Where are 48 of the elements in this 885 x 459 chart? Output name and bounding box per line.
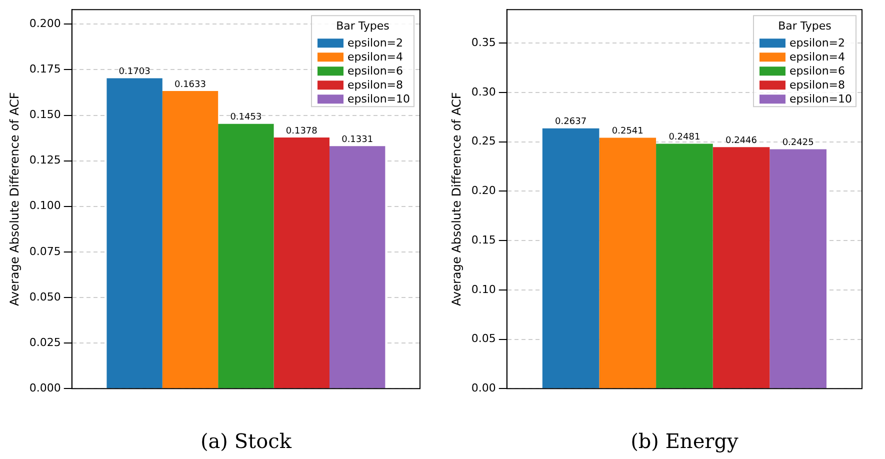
y-axis-title: Average Absolute Difference of ACF — [449, 92, 464, 306]
legend-label: epsilon=8 — [347, 78, 404, 92]
x-axis-title: (b) Energy — [630, 429, 740, 454]
y-tick-label: 0.00 — [471, 381, 496, 394]
y-tick-label: 0.150 — [29, 108, 61, 122]
data-label: 0.1633 — [174, 80, 206, 90]
legend-label: epsilon=10 — [789, 92, 852, 106]
data-label: 0.2446 — [726, 136, 758, 146]
legend-label: epsilon=6 — [789, 64, 846, 78]
data-label: 0.1378 — [286, 126, 318, 136]
data-label: 0.1703 — [118, 67, 150, 78]
legend-label: epsilon=10 — [347, 92, 410, 106]
bar — [162, 91, 218, 388]
y-axis-title: Average Absolute Difference of ACF — [7, 92, 22, 306]
data-label: 0.1453 — [230, 112, 262, 123]
y-tick-label: 0.125 — [29, 154, 61, 167]
data-label: 0.2425 — [782, 138, 814, 148]
y-tick-label: 0.05 — [471, 332, 496, 346]
y-tick-label: 0.075 — [29, 244, 61, 258]
legend-label: epsilon=4 — [789, 50, 846, 64]
legend-title: Bar Types — [336, 19, 390, 32]
legend-label: epsilon=2 — [789, 36, 846, 50]
y-tick-label: 0.100 — [29, 199, 61, 212]
legend-label: epsilon=6 — [347, 64, 404, 78]
legend-label: epsilon=4 — [347, 50, 404, 64]
y-tick-label: 0.25 — [471, 134, 496, 148]
data-label: 0.2481 — [668, 132, 700, 143]
y-tick-label: 0.30 — [471, 85, 496, 98]
data-label: 0.2541 — [612, 126, 644, 137]
legend-title: Bar Types — [778, 19, 832, 32]
y-tick-label: 0.15 — [471, 233, 496, 246]
bar — [106, 78, 162, 388]
y-tick-label: 0.000 — [29, 381, 61, 394]
x-axis-title: (a) Stock — [200, 429, 292, 454]
data-label: 0.2637 — [555, 117, 587, 128]
y-tick-label: 0.050 — [29, 290, 61, 304]
bar — [329, 146, 386, 388]
y-tick-label: 0.20 — [471, 184, 496, 198]
y-tick-label: 0.175 — [29, 62, 61, 76]
y-tick-label: 0.025 — [29, 336, 61, 349]
bar — [218, 124, 274, 388]
y-tick-label: 0.200 — [29, 17, 61, 30]
bar — [274, 138, 330, 388]
legend-label: epsilon=2 — [347, 36, 404, 50]
data-label: 0.1331 — [342, 134, 374, 145]
legend-label: epsilon=8 — [789, 78, 846, 92]
y-tick-label: 0.10 — [471, 282, 496, 296]
y-tick-label: 0.35 — [471, 36, 496, 50]
